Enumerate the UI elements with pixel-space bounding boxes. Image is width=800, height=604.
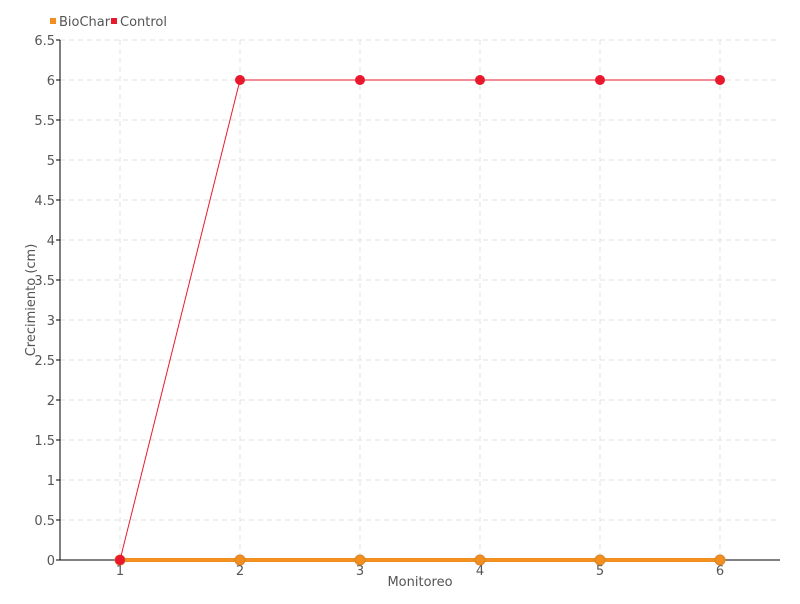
- y-tick-label: 1.5: [34, 434, 55, 449]
- series-layer: [114, 75, 726, 566]
- x-tick-label: 4: [476, 564, 484, 579]
- y-axis-label: Crecimiento (cm): [24, 244, 39, 357]
- y-tick-label: 3: [47, 314, 55, 329]
- y-tick-label: 1: [47, 474, 55, 489]
- series-biochar: [114, 554, 726, 566]
- y-tick-label: 5.5: [34, 114, 55, 129]
- data-point: [595, 75, 605, 85]
- data-point: [115, 555, 125, 565]
- y-tick-label: 5: [47, 154, 55, 169]
- grid: [60, 39, 780, 560]
- data-point: [355, 75, 365, 85]
- series-line: [119, 79, 720, 561]
- y-tick-label: 6.5: [34, 34, 55, 49]
- legend-swatch: [50, 18, 56, 24]
- y-tick-label: 0.5: [34, 514, 55, 529]
- y-tick-label: 4.5: [34, 194, 55, 209]
- x-tick-label: 2: [236, 564, 244, 579]
- y-tick-label: 2: [47, 394, 55, 409]
- axes: 0 0.5 1 1.5 2 2.5 3 3.5 4 4.5 5 5.5 6 6.5 1 2 3 4 5 6: [34, 34, 780, 579]
- data-point: [475, 75, 485, 85]
- data-point: [594, 554, 606, 566]
- legend-swatch: [111, 18, 117, 24]
- legend: BioChar Control: [50, 15, 167, 30]
- legend-label: BioChar: [59, 15, 111, 30]
- data-point: [474, 554, 486, 566]
- x-tick-label: 1: [116, 564, 124, 579]
- data-point: [714, 554, 726, 566]
- y-tick-label: 6: [47, 74, 55, 89]
- y-tick-label: 0: [47, 554, 55, 569]
- data-point: [354, 554, 366, 566]
- x-axis-label: Monitoreo: [387, 575, 452, 590]
- y-tick-label: 4: [47, 234, 55, 249]
- x-tick-label: 3: [356, 564, 364, 579]
- data-point: [234, 554, 246, 566]
- x-tick-label: 6: [716, 564, 724, 579]
- data-point: [715, 75, 725, 85]
- series-control: [115, 75, 725, 565]
- y-tick-label: 3.5: [34, 274, 55, 289]
- x-tick-label: 5: [596, 564, 604, 579]
- y-tick-label: 2.5: [34, 354, 55, 369]
- legend-label: Control: [120, 15, 167, 30]
- data-point: [235, 75, 245, 85]
